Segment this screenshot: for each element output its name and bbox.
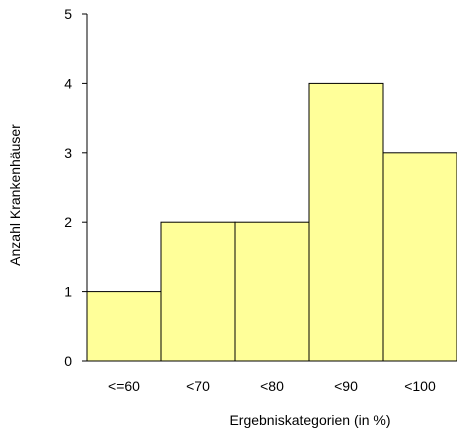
y-tick-label-0: 0 [64,353,72,369]
y-axis-title: Anzahl Krankenhäuser [7,124,23,266]
bars-group [86,82,457,362]
bar-4 [382,152,457,362]
x-axis-title: Ergebniskategorien (in %) [229,412,390,428]
bar-1 [160,221,236,362]
x-tick-label-2: <80 [260,378,284,394]
bar-3 [308,82,384,362]
y-ticks-group: 0 1 2 3 4 5 [64,6,87,369]
x-tick-label-1: <70 [186,378,210,394]
y-tick-label-1: 1 [64,284,72,300]
x-tick-label-4: <100 [404,378,436,394]
x-tick-label-3: <90 [334,378,358,394]
y-tick-label-2: 2 [64,214,72,230]
y-tick-label-4: 4 [64,75,72,91]
bar-0 [86,291,162,362]
y-tick-label-3: 3 [64,145,72,161]
y-tick-label-5: 5 [64,6,72,22]
bar-2 [234,221,310,362]
x-ticks-group: <=60 <70 <80 <90 <100 [108,378,436,394]
x-tick-label-0: <=60 [108,378,140,394]
